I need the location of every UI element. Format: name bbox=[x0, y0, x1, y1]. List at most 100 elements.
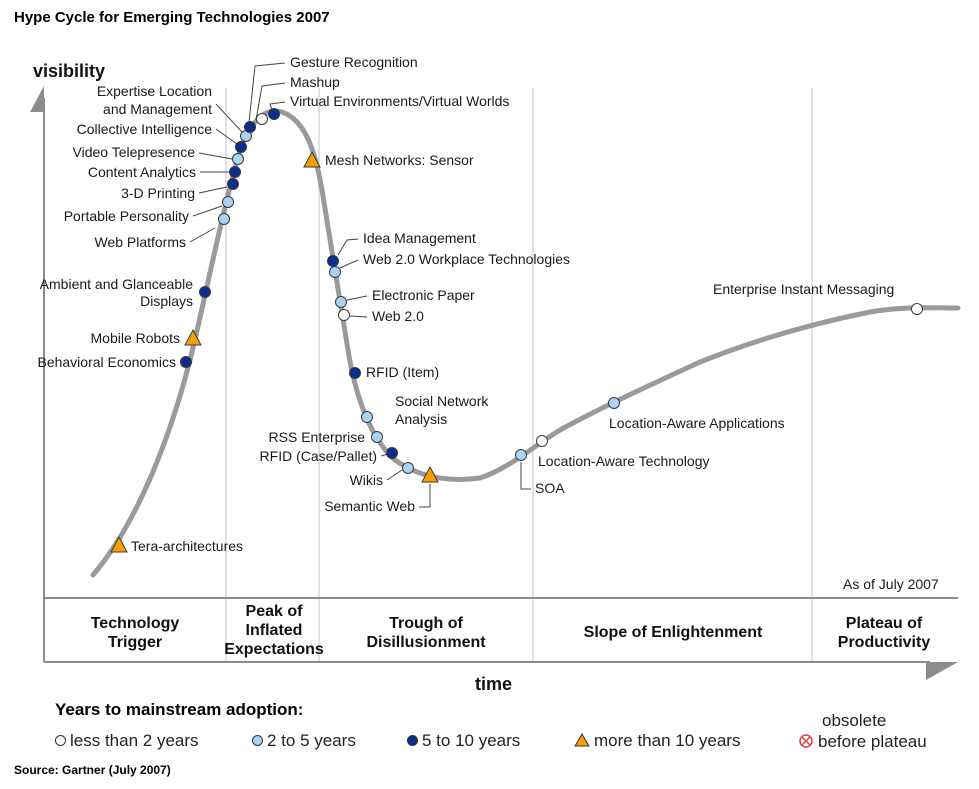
leader-line bbox=[215, 103, 243, 133]
technology-markers bbox=[110, 108, 923, 553]
tech-label: Wikis bbox=[350, 472, 383, 488]
tech-label-line: Social Network bbox=[395, 393, 489, 409]
leader-line bbox=[419, 484, 431, 508]
red-crossed-circle-icon bbox=[799, 734, 813, 748]
tech-label: Enterprise Instant Messaging bbox=[713, 281, 894, 297]
tech-label-line: Expertise Location bbox=[97, 83, 212, 99]
legend-label: less than 2 years bbox=[70, 731, 199, 750]
phase-label: Trough of Disillusionment bbox=[366, 615, 486, 651]
tech-marker bbox=[268, 108, 280, 120]
phase-labels: Technology Trigger Peak of Inflated Expectat… bbox=[91, 603, 931, 658]
tech-label: Web Platforms bbox=[94, 234, 186, 250]
phase-dividers bbox=[225, 88, 813, 662]
light-blue-circle-icon bbox=[252, 735, 263, 746]
x-axis-arrow bbox=[926, 662, 958, 680]
leader-line bbox=[192, 205, 223, 217]
legend-label: 5 to 10 years bbox=[422, 731, 521, 750]
phase-label: Slope of Enlightenment bbox=[584, 624, 763, 641]
tech-label: Ambient and Glanceable Displays bbox=[40, 276, 194, 309]
tech-label-line: Analysis bbox=[395, 411, 447, 427]
tech-label: Video Telepresence bbox=[73, 144, 196, 160]
leader-line bbox=[520, 462, 531, 490]
tech-marker bbox=[227, 178, 239, 190]
legend-label-line-2: before plateau bbox=[818, 732, 927, 751]
tech-label: Collective Intelligence bbox=[77, 121, 213, 137]
source-note: Source: Gartner (July 2007) bbox=[14, 763, 171, 777]
leader-lines bbox=[189, 62, 531, 508]
tech-label: Behavioral Economics bbox=[37, 354, 176, 370]
leader-line bbox=[386, 469, 403, 481]
tech-marker bbox=[329, 266, 341, 278]
hype-curve bbox=[90, 108, 961, 578]
tech-label-line: Displays bbox=[140, 293, 193, 309]
leader-line bbox=[248, 62, 286, 123]
phase-label-line: Plateau of bbox=[846, 615, 923, 632]
tech-label: Location-Aware Technology bbox=[538, 453, 710, 469]
y-axis-arrow bbox=[30, 86, 44, 112]
tech-label-line: and Management bbox=[103, 101, 212, 117]
phase-label: Technology Trigger bbox=[91, 615, 180, 651]
legend-item-5-to-10-years: 5 to 10 years bbox=[407, 731, 520, 751]
tech-marker bbox=[180, 356, 192, 368]
tech-marker bbox=[335, 296, 347, 308]
tech-label: Virtual Environments/Virtual Worlds bbox=[290, 93, 509, 109]
tech-marker bbox=[371, 431, 383, 443]
phase-label-line: Trigger bbox=[108, 634, 162, 651]
page-title: Hype Cycle for Emerging Technologies 200… bbox=[14, 9, 330, 26]
legend-item-more-than-10-years: more than 10 years bbox=[574, 731, 740, 751]
tech-marker-triangle bbox=[184, 328, 202, 346]
tech-marker bbox=[338, 309, 350, 321]
leader-line bbox=[215, 128, 238, 145]
tech-marker-triangle bbox=[110, 535, 128, 553]
tech-label: SOA bbox=[535, 480, 565, 496]
technology-labels: Tera-architectures Behavioral Economics Mo… bbox=[37, 54, 894, 554]
tech-marker bbox=[361, 411, 373, 423]
legend-title: Years to mainstream adoption: bbox=[55, 700, 304, 719]
phase-label-line: Inflated bbox=[246, 622, 303, 639]
leader-line bbox=[349, 315, 368, 318]
leader-line bbox=[198, 152, 233, 160]
leader-line bbox=[346, 295, 368, 301]
tech-label: Social Network Analysis bbox=[395, 393, 489, 427]
tech-label: 3-D Printing bbox=[121, 185, 195, 201]
legend-label-line-1: obsolete bbox=[822, 711, 887, 730]
tech-marker bbox=[235, 141, 247, 153]
tech-marker bbox=[402, 462, 414, 474]
phase-label-line: Disillusionment bbox=[366, 634, 486, 651]
tech-marker bbox=[327, 255, 339, 267]
tech-label: Mashup bbox=[290, 74, 340, 90]
legend-item-less-than-2-years: less than 2 years bbox=[55, 731, 199, 751]
tech-marker bbox=[911, 303, 923, 315]
tech-label: Web 2.0 bbox=[372, 308, 424, 324]
tech-label: RFID (Case/Pallet) bbox=[260, 448, 377, 464]
tech-label: Gesture Recognition bbox=[290, 54, 418, 70]
legend-item-obsolete: obsolete before plateau bbox=[799, 710, 927, 752]
tech-label: Web 2.0 Workplace Technologies bbox=[363, 251, 570, 267]
tech-label: Mobile Robots bbox=[91, 330, 181, 346]
tech-label: Idea Management bbox=[363, 230, 476, 246]
phase-label-line: Peak of bbox=[246, 603, 304, 620]
tech-label: Portable Personality bbox=[64, 208, 189, 224]
tech-marker bbox=[199, 286, 211, 298]
tech-label: Semantic Web bbox=[324, 498, 415, 514]
tech-label: Tera-architectures bbox=[131, 538, 243, 554]
tech-marker bbox=[515, 449, 527, 461]
axes bbox=[30, 86, 958, 680]
tech-label: Electronic Paper bbox=[372, 287, 475, 303]
legend-label: more than 10 years bbox=[594, 731, 741, 750]
as-of-date: As of July 2007 bbox=[843, 576, 939, 592]
phase-label: Peak of Inflated Expectations bbox=[224, 603, 324, 658]
tech-label: RFID (Item) bbox=[366, 364, 439, 380]
leader-line bbox=[255, 82, 286, 121]
tech-marker bbox=[386, 447, 398, 459]
tech-marker bbox=[608, 397, 620, 409]
tech-marker bbox=[222, 196, 234, 208]
leader-line bbox=[189, 227, 216, 243]
phase-label-line: Technology bbox=[91, 615, 180, 632]
dark-blue-circle-icon bbox=[407, 735, 418, 746]
tech-marker bbox=[229, 166, 241, 178]
tech-marker bbox=[256, 113, 268, 125]
phase-label: Plateau of Productivity bbox=[838, 615, 931, 651]
leader-line bbox=[269, 101, 286, 111]
